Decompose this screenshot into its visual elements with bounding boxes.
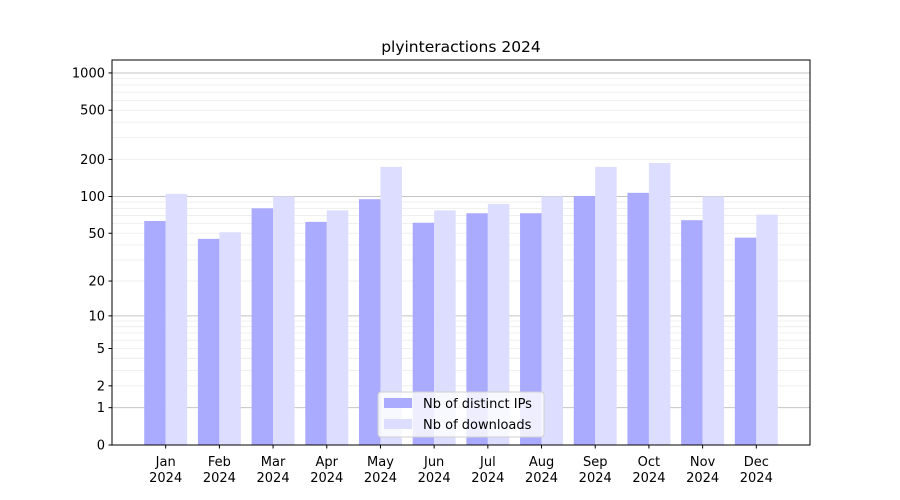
x-tick-label-line: Apr xyxy=(316,455,339,470)
x-tick-label-line: Jun xyxy=(423,455,444,470)
legend-label: Nb of distinct IPs xyxy=(423,397,532,412)
x-tick-label: Jun 2024 xyxy=(418,455,451,486)
y-tick-label: 50 xyxy=(88,227,105,242)
x-tick-label-line: 2024 xyxy=(740,471,773,486)
y-tick-label: 5 xyxy=(97,342,105,357)
bar-downloads xyxy=(326,210,349,445)
bar-downloads xyxy=(541,196,564,445)
x-tick-label-line: 2024 xyxy=(257,471,290,486)
bar-distinct-ips xyxy=(358,199,381,445)
legend-box xyxy=(377,391,545,438)
x-tick-label-line: Oct xyxy=(638,455,660,470)
bar-distinct-ips xyxy=(412,222,435,445)
bar-distinct-ips xyxy=(305,221,327,445)
x-tick-label-line: 2024 xyxy=(149,471,182,486)
x-tick-label-line: 2024 xyxy=(418,471,451,486)
x-tick-label: Jan 2024 xyxy=(149,455,182,486)
x-tick-label-line: Aug xyxy=(529,455,554,470)
x-tick-label: May 2024 xyxy=(364,455,397,486)
y-tick-label: 200 xyxy=(80,153,105,168)
bar-distinct-ips xyxy=(466,213,488,445)
bar-downloads xyxy=(756,214,778,445)
x-tick-label-line: Dec xyxy=(744,455,769,470)
axes-frame xyxy=(111,59,811,446)
x-tick-label-line: 2024 xyxy=(471,471,504,486)
y-tick-label: 2 xyxy=(97,379,105,394)
chart-title: plyinteractions 2024 xyxy=(381,38,541,56)
x-tick-label: Apr 2024 xyxy=(310,455,343,486)
bar-distinct-ips xyxy=(734,237,757,445)
x-tick-label-line: 2024 xyxy=(579,471,612,486)
x-tick-label: Feb 2024 xyxy=(203,455,236,486)
bar-distinct-ips xyxy=(573,195,596,445)
y-tick-label: 1 xyxy=(97,401,105,416)
x-tick-label: Oct 2024 xyxy=(632,455,665,486)
x-tick-label-line: 2024 xyxy=(686,471,719,486)
y-tick-label: 0 xyxy=(97,439,105,454)
x-tick-label-line: 2024 xyxy=(310,471,343,486)
x-tick-label-line: Feb xyxy=(208,455,231,470)
x-tick-label: Mar 2024 xyxy=(257,455,290,486)
y-tick-label: 1000 xyxy=(72,66,105,81)
x-tick-label: Dec 2024 xyxy=(740,455,773,486)
x-tick-label-line: 2024 xyxy=(525,471,558,486)
x-tick-label-line: Jul xyxy=(479,455,496,470)
y-tick-label: 20 xyxy=(88,275,105,290)
bar-distinct-ips xyxy=(520,213,542,445)
bar-distinct-ips xyxy=(197,238,220,445)
bar-downloads xyxy=(380,166,402,445)
x-tick-label-line: Sep xyxy=(583,455,608,470)
y-tick-label: 10 xyxy=(88,309,105,324)
bar-downloads xyxy=(434,210,456,445)
bar-downloads xyxy=(165,193,188,445)
y-tick-label: 100 xyxy=(80,190,105,205)
bar-downloads xyxy=(595,166,617,445)
bar-distinct-ips xyxy=(681,220,703,445)
bar-downloads xyxy=(648,163,671,446)
x-tick-label: Jul 2024 xyxy=(471,455,504,486)
x-tick-label: Sep 2024 xyxy=(579,455,612,486)
x-tick-label-line: Mar xyxy=(261,455,286,470)
legend-swatch xyxy=(384,419,412,429)
x-tick-label: Aug 2024 xyxy=(525,455,558,486)
x-tick-label-line: 2024 xyxy=(632,471,665,486)
x-tick-label-line: 2024 xyxy=(203,471,236,486)
bar-distinct-ips xyxy=(144,221,166,445)
bar-downloads xyxy=(273,196,295,445)
bar-downloads xyxy=(219,232,241,445)
bar-distinct-ips xyxy=(251,208,274,445)
y-tick-label: 500 xyxy=(80,104,105,119)
x-tick-label-line: May xyxy=(367,455,394,470)
bar-downloads xyxy=(487,203,510,445)
legend: Nb of distinct IPs Nb of downloads xyxy=(377,391,545,438)
bar-distinct-ips xyxy=(627,192,649,445)
x-tick-label-line: 2024 xyxy=(364,471,397,486)
bar-downloads xyxy=(702,196,725,445)
x-tick-label-line: Jan xyxy=(155,455,176,470)
legend-swatch xyxy=(384,398,412,408)
x-tick-label: Nov 2024 xyxy=(686,455,719,486)
x-tick-label-line: Nov xyxy=(690,455,716,470)
legend-label: Nb of downloads xyxy=(423,418,532,433)
